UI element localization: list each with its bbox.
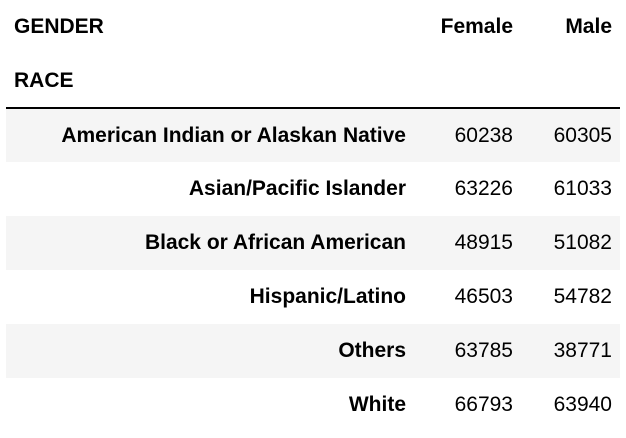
column-header-female: Female xyxy=(440,15,513,38)
cell-female: 60238 xyxy=(454,123,513,147)
row-label: Asian/Pacific Islander xyxy=(188,177,406,200)
cell-male: 63940 xyxy=(553,393,612,416)
cell-female: 63785 xyxy=(454,339,513,362)
table-body: American Indian or Alaskan Native 60238 … xyxy=(6,108,620,432)
header-empty-cell xyxy=(414,54,521,109)
cell-male: 38771 xyxy=(553,339,612,362)
row-index-name: RACE xyxy=(6,54,414,109)
cell-female: 63226 xyxy=(454,177,513,200)
table-row: Hispanic/Latino 46503 54782 xyxy=(6,270,620,324)
column-index-name: GENDER xyxy=(14,15,104,38)
header-empty-cell xyxy=(521,54,620,109)
cell-female: 66793 xyxy=(454,393,513,416)
cell-male: 54782 xyxy=(553,285,612,308)
row-label: American Indian or Alaskan Native xyxy=(61,123,406,147)
header-row-index: RACE xyxy=(6,54,620,109)
header-row-columns: GENDER Female Male xyxy=(6,0,620,54)
column-header-male: Male xyxy=(565,15,612,38)
table-header: GENDER Female Male RACE xyxy=(6,0,620,109)
table-row: American Indian or Alaskan Native 60238 … xyxy=(6,108,620,162)
cell-female: 48915 xyxy=(454,231,513,254)
cell-male: 60305 xyxy=(553,123,612,147)
table-row: Asian/Pacific Islander 63226 61033 xyxy=(6,162,620,216)
cell-female: 46503 xyxy=(454,285,513,308)
cell-male: 61033 xyxy=(553,177,612,200)
pivot-table: GENDER Female Male RACE American Indian … xyxy=(6,0,620,432)
table-row: Black or African American 48915 51082 xyxy=(6,216,620,270)
row-label: Black or African American xyxy=(144,231,406,254)
cell-male: 51082 xyxy=(553,231,612,254)
row-label: White xyxy=(348,393,406,416)
row-label: Others xyxy=(338,339,406,362)
row-label: Hispanic/Latino xyxy=(249,285,406,308)
table-row: White 66793 63940 xyxy=(6,378,620,432)
table-row: Others 63785 38771 xyxy=(6,324,620,378)
